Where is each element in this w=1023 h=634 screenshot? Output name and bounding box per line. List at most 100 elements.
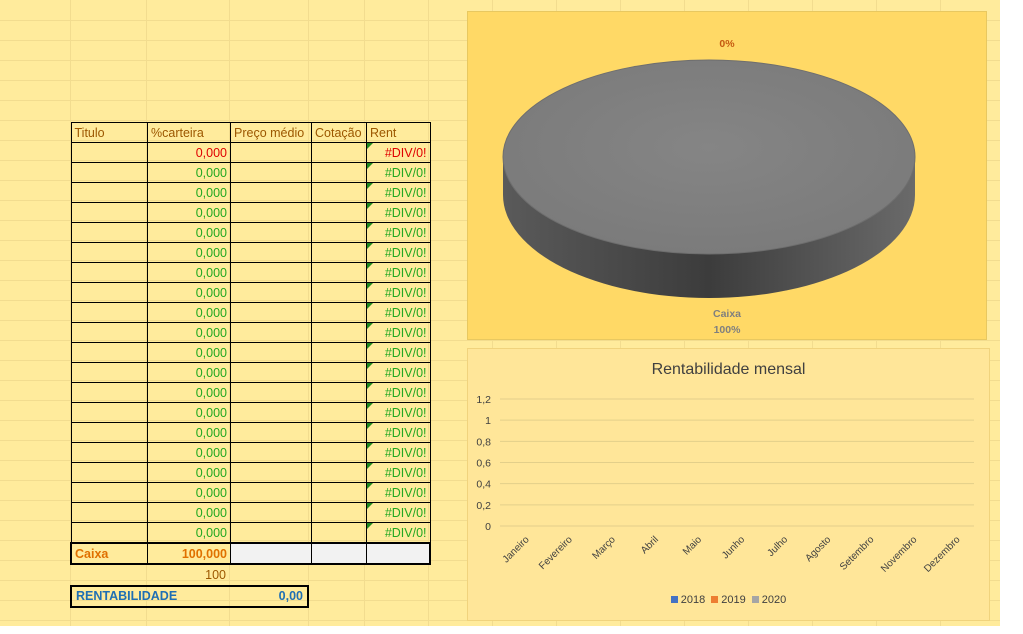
cell-carteira[interactable]: 0,000 <box>147 362 231 383</box>
pie-chart[interactable]: 0% Caixa 100% <box>467 11 987 340</box>
cell-titulo[interactable] <box>70 462 148 483</box>
header-cotacao[interactable]: Cotação <box>311 122 367 143</box>
cell-carteira[interactable]: 0,000 <box>147 342 231 363</box>
cell-cotacao[interactable] <box>311 462 367 483</box>
legend-item-2018[interactable]: 2018 <box>670 594 705 606</box>
cell-titulo[interactable] <box>70 302 148 323</box>
cell-cotacao[interactable] <box>311 342 367 363</box>
cell-carteira[interactable]: 0,000 <box>147 502 231 523</box>
cell-preco-medio[interactable] <box>230 502 312 523</box>
cell-rent[interactable]: #DIV/0! <box>366 302 431 323</box>
cell-preco-medio[interactable] <box>230 362 312 383</box>
cell-carteira[interactable]: 0,000 <box>147 442 231 463</box>
cell-carteira[interactable]: 0,000 <box>147 282 231 303</box>
cell-cotacao[interactable] <box>311 322 367 343</box>
cell-preco-medio[interactable] <box>230 422 312 443</box>
pie-slice-caixa[interactable] <box>502 59 916 255</box>
cell-rent[interactable]: #DIV/0! <box>366 322 431 343</box>
cell-carteira[interactable]: 0,000 <box>147 402 231 423</box>
cell-rent[interactable]: #DIV/0! <box>366 442 431 463</box>
cell-titulo[interactable] <box>70 262 148 283</box>
cell-preco-medio[interactable] <box>230 402 312 423</box>
cell-titulo[interactable] <box>70 362 148 383</box>
cell-preco-medio[interactable] <box>230 182 312 203</box>
cell-cotacao[interactable] <box>311 182 367 203</box>
caixa-pct[interactable]: 100,000 <box>147 542 231 565</box>
header-rent[interactable]: Rent <box>366 122 431 143</box>
cell-rent[interactable]: #DIV/0! <box>366 482 431 503</box>
cell-rent[interactable]: #DIV/0! <box>366 242 431 263</box>
cell-carteira[interactable]: 0,000 <box>147 462 231 483</box>
cell-titulo[interactable] <box>70 202 148 223</box>
cell-titulo[interactable] <box>70 382 148 403</box>
cell-rent[interactable]: #DIV/0! <box>366 162 431 183</box>
cell-rent[interactable]: #DIV/0! <box>366 422 431 443</box>
caixa-label[interactable]: Caixa <box>70 542 148 565</box>
cell-rent[interactable]: #DIV/0! <box>366 222 431 243</box>
cell-preco-medio[interactable] <box>230 322 312 343</box>
cell-rent[interactable]: #DIV/0! <box>366 342 431 363</box>
cell-carteira[interactable]: 0,000 <box>147 142 231 163</box>
cell-titulo[interactable] <box>70 522 148 544</box>
cell-cotacao[interactable] <box>311 282 367 303</box>
cell-titulo[interactable] <box>70 422 148 443</box>
cell-carteira[interactable]: 0,000 <box>147 262 231 283</box>
cell-rent[interactable]: #DIV/0! <box>366 462 431 483</box>
cell-rent[interactable]: #DIV/0! <box>366 362 431 383</box>
cell-titulo[interactable] <box>70 142 148 163</box>
cell-carteira[interactable]: 0,000 <box>147 162 231 183</box>
cell-preco-medio[interactable] <box>230 482 312 503</box>
cell-preco-medio[interactable] <box>230 202 312 223</box>
cell-cotacao[interactable] <box>311 502 367 523</box>
cell-titulo[interactable] <box>70 282 148 303</box>
cell-preco-medio[interactable] <box>230 342 312 363</box>
cell-titulo[interactable] <box>70 322 148 343</box>
cell-carteira[interactable]: 0,000 <box>147 302 231 323</box>
cell-preco-medio[interactable] <box>230 302 312 323</box>
cell-cotacao[interactable] <box>311 242 367 263</box>
total-percent[interactable]: 100 <box>205 568 226 582</box>
caixa-preco-cell[interactable] <box>230 542 312 565</box>
cell-carteira[interactable]: 0,000 <box>147 202 231 223</box>
cell-preco-medio[interactable] <box>230 242 312 263</box>
cell-carteira[interactable]: 0,000 <box>147 182 231 203</box>
cell-titulo[interactable] <box>70 342 148 363</box>
cell-rent[interactable]: #DIV/0! <box>366 522 431 544</box>
cell-titulo[interactable] <box>70 402 148 423</box>
cell-titulo[interactable] <box>70 222 148 243</box>
cell-cotacao[interactable] <box>311 262 367 283</box>
cell-titulo[interactable] <box>70 242 148 263</box>
cell-preco-medio[interactable] <box>230 262 312 283</box>
cell-cotacao[interactable] <box>311 422 367 443</box>
cell-preco-medio[interactable] <box>230 522 312 544</box>
cell-rent[interactable]: #DIV/0! <box>366 282 431 303</box>
cell-cotacao[interactable] <box>311 142 367 163</box>
header-carteira[interactable]: %carteira <box>147 122 231 143</box>
cell-titulo[interactable] <box>70 482 148 503</box>
cell-cotacao[interactable] <box>311 442 367 463</box>
cell-preco-medio[interactable] <box>230 162 312 183</box>
cell-carteira[interactable]: 0,000 <box>147 522 231 544</box>
cell-titulo[interactable] <box>70 182 148 203</box>
cell-titulo[interactable] <box>70 502 148 523</box>
cell-cotacao[interactable] <box>311 162 367 183</box>
cell-rent[interactable]: #DIV/0! <box>366 502 431 523</box>
cell-carteira[interactable]: 0,000 <box>147 222 231 243</box>
caixa-rent-cell[interactable] <box>366 542 431 565</box>
header-titulo[interactable]: Titulo <box>70 122 148 143</box>
cell-preco-medio[interactable] <box>230 382 312 403</box>
cell-cotacao[interactable] <box>311 222 367 243</box>
cell-cotacao[interactable] <box>311 402 367 423</box>
rentabilidade-box[interactable]: RENTABILIDADE 0,00 <box>70 585 309 608</box>
cell-preco-medio[interactable] <box>230 442 312 463</box>
cell-rent[interactable]: #DIV/0! <box>366 402 431 423</box>
cell-cotacao[interactable] <box>311 522 367 544</box>
cell-carteira[interactable]: 0,000 <box>147 322 231 343</box>
header-preco-medio[interactable]: Preço médio <box>230 122 312 143</box>
legend-item-2020[interactable]: 2020 <box>751 594 786 606</box>
cell-cotacao[interactable] <box>311 302 367 323</box>
cell-preco-medio[interactable] <box>230 142 312 163</box>
cell-preco-medio[interactable] <box>230 462 312 483</box>
cell-rent[interactable]: #DIV/0! <box>366 142 431 163</box>
cell-rent[interactable]: #DIV/0! <box>366 382 431 403</box>
